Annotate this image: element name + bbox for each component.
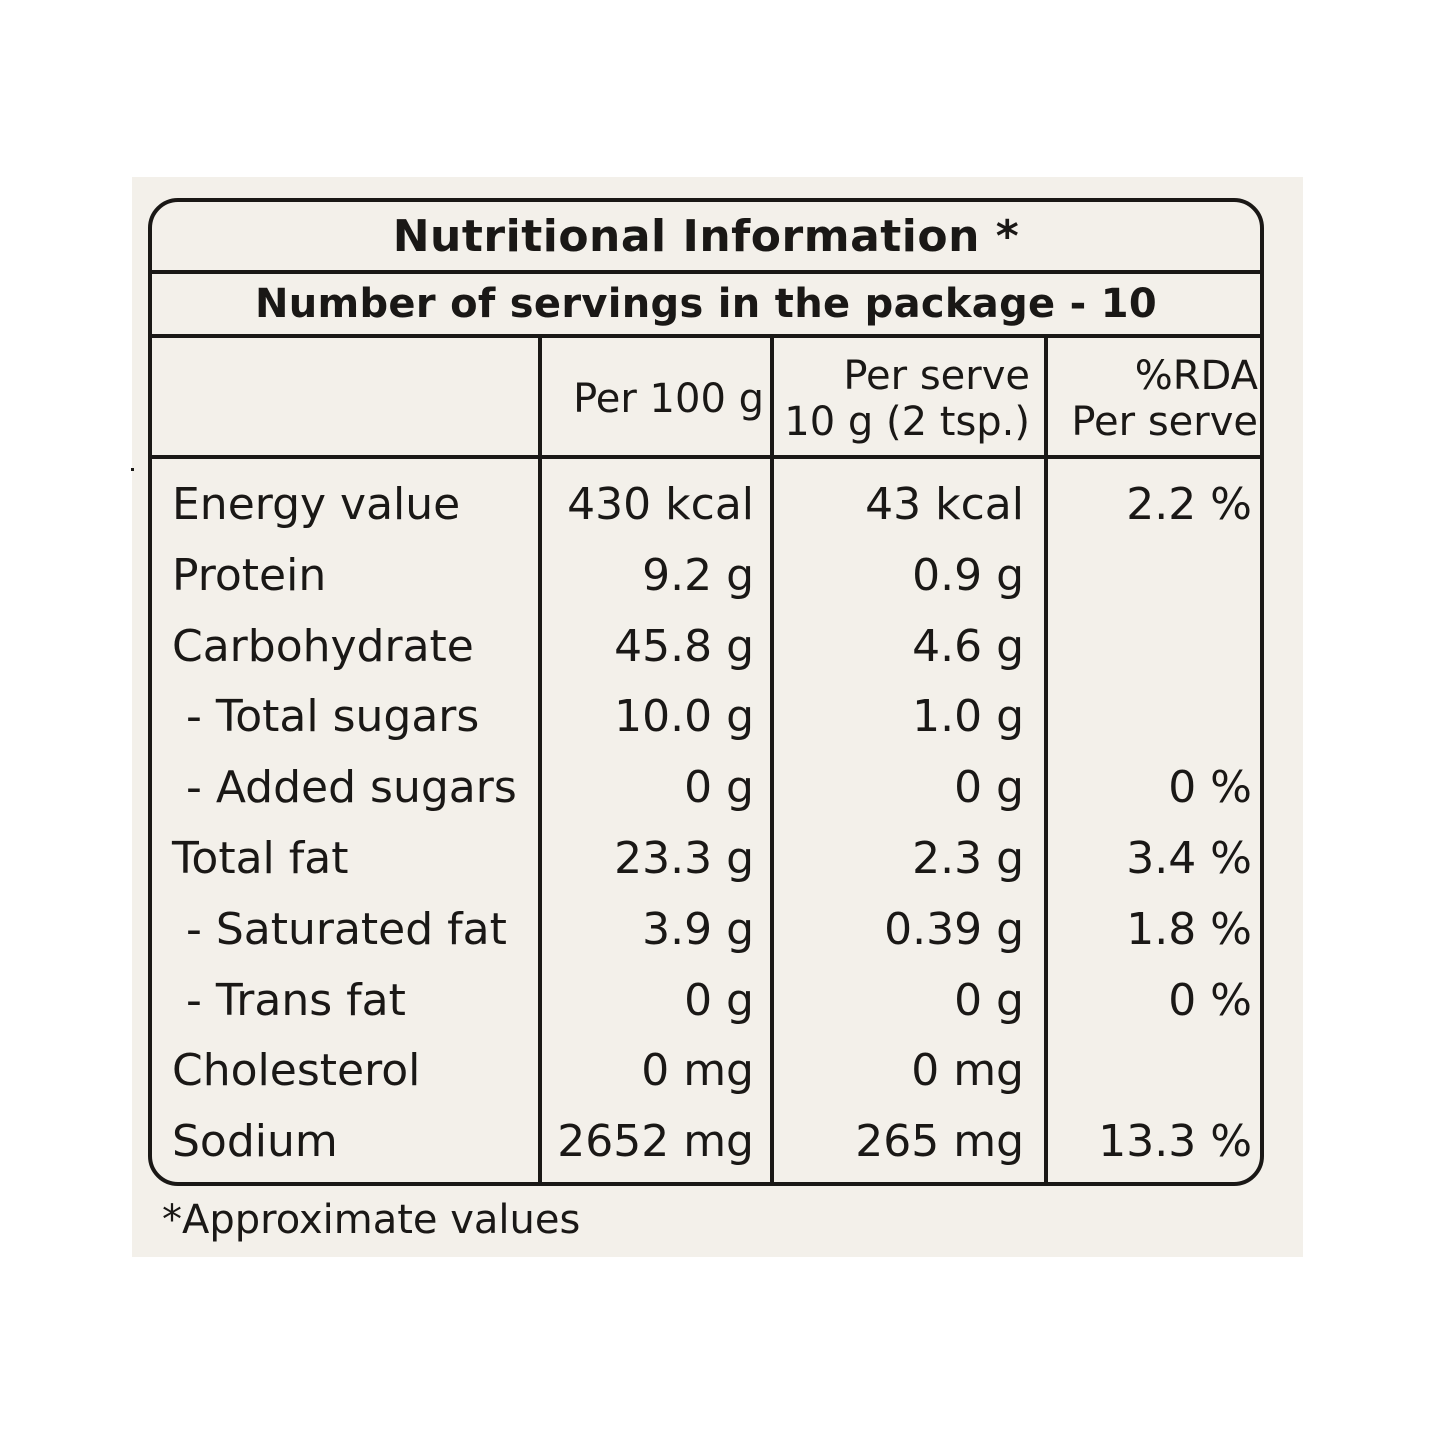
footnote: *Approximate values bbox=[162, 1197, 581, 1243]
per-serve-value: 0 g bbox=[954, 762, 1024, 814]
per-100g-value: 0 g bbox=[684, 974, 754, 1026]
table-row: Total fat 23.3 g 2.3 g 3.4 % bbox=[152, 824, 1260, 894]
per-100g-value: 2652 mg bbox=[557, 1116, 754, 1168]
per-100g-value: 9.2 g bbox=[642, 549, 754, 601]
header-per-100g: Per 100 g bbox=[542, 344, 770, 454]
nutrient-name: - Total sugars bbox=[172, 691, 480, 743]
rda-value: 2.2 % bbox=[1126, 479, 1252, 530]
table-row: Protein 9.2 g 0.9 g bbox=[152, 541, 1260, 611]
nutrient-name: - Added sugars bbox=[172, 762, 517, 814]
nutrient-name: - Saturated fat bbox=[172, 903, 507, 955]
per-100g-value: 23.3 g bbox=[614, 833, 754, 884]
rda-value: 0 % bbox=[1168, 974, 1252, 1026]
table-row: Cholesterol 0 mg 0 mg bbox=[152, 1036, 1260, 1106]
rda-value: 0 % bbox=[1168, 762, 1252, 814]
per-serve-value: 0 g bbox=[954, 974, 1024, 1026]
stray-mark bbox=[131, 468, 134, 471]
per-serve-value: 4.6 g bbox=[912, 620, 1024, 672]
per-serve-value: 0.39 g bbox=[884, 903, 1024, 955]
header-per-100g-label: Per 100 g bbox=[573, 376, 764, 422]
per-100g-value: 0 g bbox=[684, 762, 754, 814]
header-per-serve: Per serve 10 g (2 tsp.) bbox=[774, 344, 1036, 454]
table-row: - Trans fat 0 g 0 g 0 % bbox=[152, 966, 1260, 1036]
table-row: - Total sugars 10.0 g 1.0 g bbox=[152, 682, 1260, 752]
per-serve-value: 265 mg bbox=[855, 1116, 1024, 1168]
rda-value: 1.8 % bbox=[1126, 903, 1252, 955]
per-100g-value: 3.9 g bbox=[642, 903, 754, 955]
column-divider bbox=[538, 338, 542, 1182]
column-divider bbox=[1044, 338, 1048, 1182]
table-title: Nutritional Information * bbox=[152, 202, 1260, 274]
header-per-serve-line1: Per serve bbox=[843, 353, 1030, 399]
per-100g-value: 45.8 g bbox=[614, 620, 754, 672]
table-row: Energy value 430 kcal 43 kcal 2.2 % bbox=[152, 470, 1260, 540]
nutrient-name: Protein bbox=[172, 549, 327, 601]
per-serve-value: 0 mg bbox=[911, 1045, 1024, 1097]
per-serve-value: 1.0 g bbox=[912, 691, 1024, 743]
rda-value: 13.3 % bbox=[1098, 1116, 1252, 1168]
rda-value: 3.4 % bbox=[1126, 833, 1252, 884]
header-per-serve-line2: 10 g (2 tsp.) bbox=[784, 399, 1030, 445]
nutrient-name: Cholesterol bbox=[172, 1045, 421, 1097]
servings-info: Number of servings in the package - 10 bbox=[152, 274, 1260, 338]
per-100g-value: 10.0 g bbox=[614, 691, 754, 743]
label-background bbox=[132, 177, 1303, 1257]
table-row: - Added sugars 0 g 0 g 0 % bbox=[152, 753, 1260, 823]
nutrient-name: Sodium bbox=[172, 1116, 338, 1168]
nutrient-name: - Trans fat bbox=[172, 974, 406, 1026]
table-row: - Saturated fat 3.9 g 0.39 g 1.8 % bbox=[152, 895, 1260, 965]
table-row: Sodium 2652 mg 265 mg 13.3 % bbox=[152, 1107, 1260, 1177]
column-divider bbox=[770, 338, 774, 1182]
per-100g-value: 430 kcal bbox=[567, 479, 754, 530]
per-serve-value: 43 kcal bbox=[865, 479, 1024, 530]
per-serve-value: 0.9 g bbox=[912, 549, 1024, 601]
table-row: Carbohydrate 45.8 g 4.6 g bbox=[152, 612, 1260, 682]
nutrient-name: Total fat bbox=[172, 833, 349, 884]
per-serve-value: 2.3 g bbox=[912, 833, 1024, 884]
nutrition-facts-table: Nutritional Information * Number of serv… bbox=[148, 198, 1264, 1186]
header-rda-line2: Per serve bbox=[1071, 399, 1258, 445]
header-divider bbox=[152, 455, 1260, 459]
per-100g-value: 0 mg bbox=[641, 1045, 754, 1097]
nutrient-name: Carbohydrate bbox=[172, 620, 474, 672]
header-rda-line1: %RDA bbox=[1134, 353, 1258, 399]
header-rda: %RDA Per serve bbox=[1048, 344, 1260, 454]
nutrient-name: Energy value bbox=[172, 479, 461, 530]
